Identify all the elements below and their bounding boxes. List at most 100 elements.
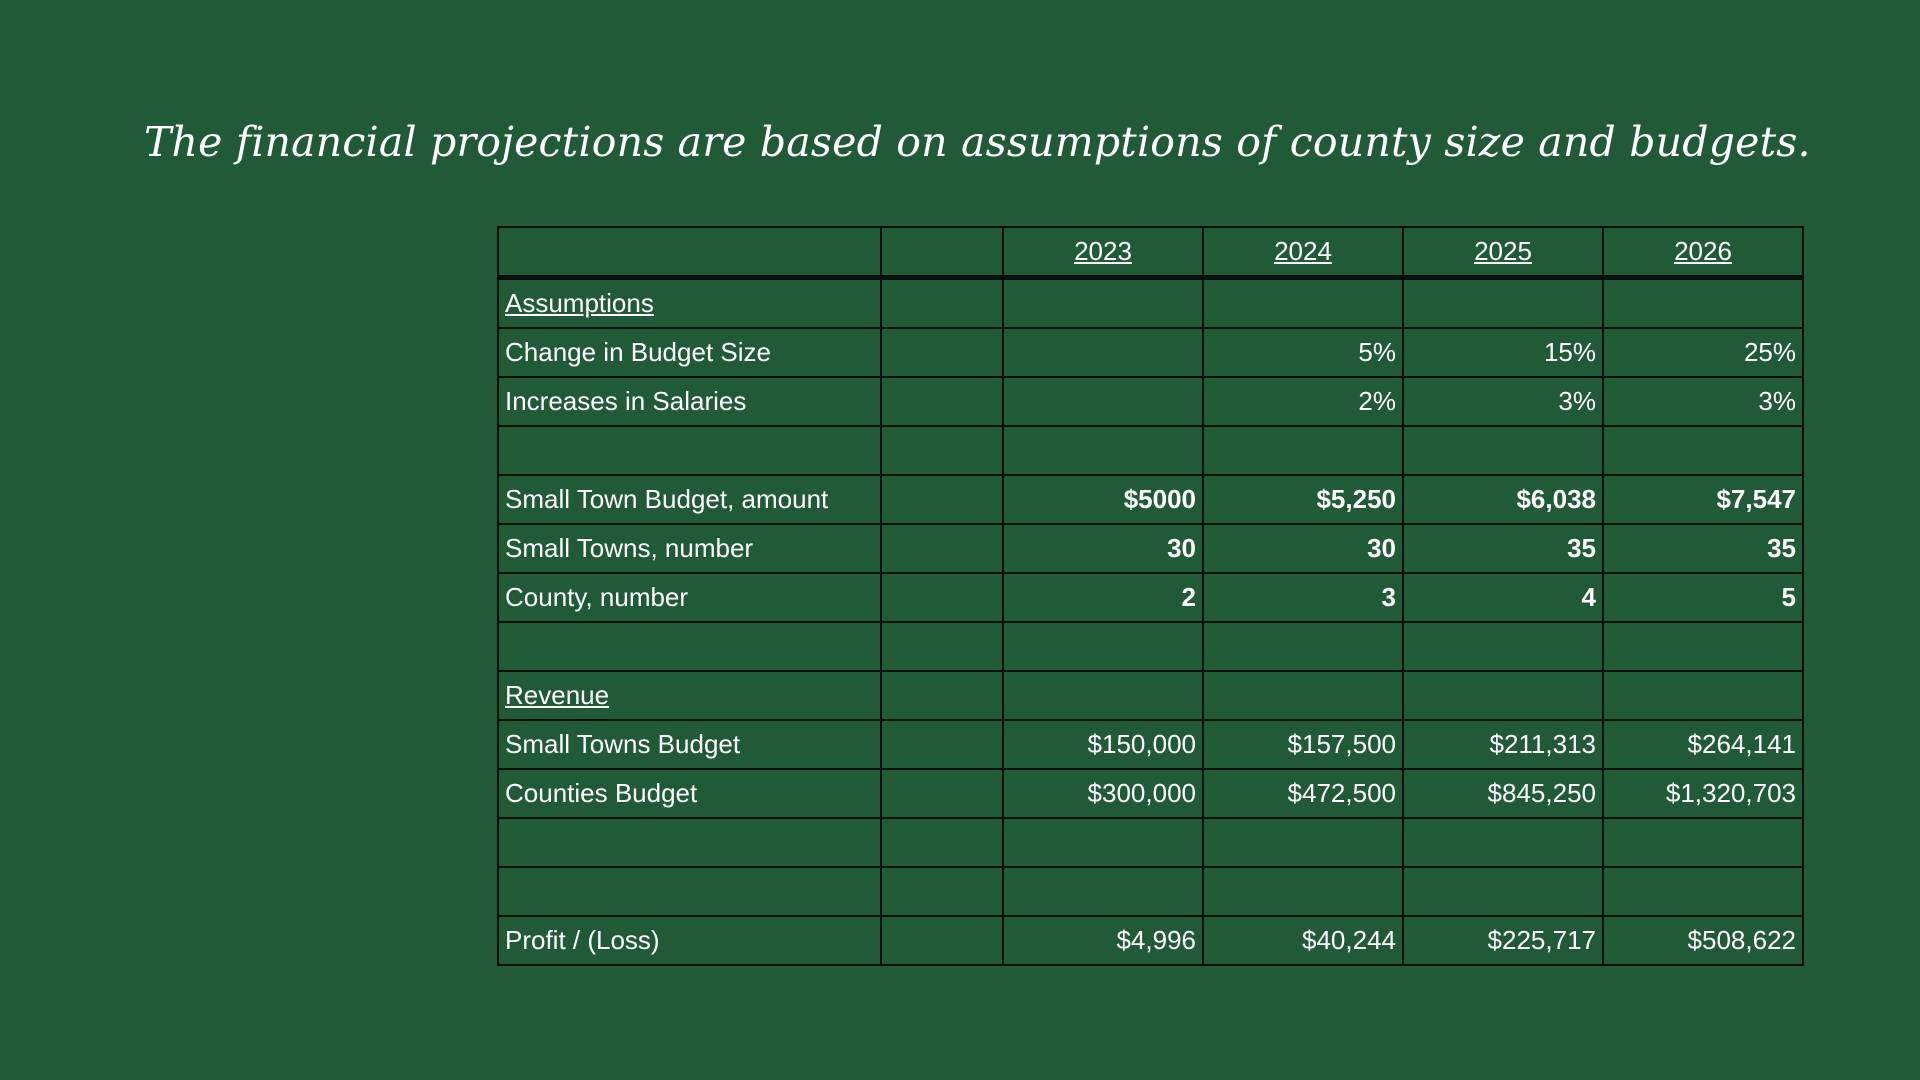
blank-cell — [880, 719, 1004, 770]
blank-cell — [880, 621, 1004, 672]
row-label: Profit / (Loss) — [497, 915, 882, 966]
row-label — [497, 425, 882, 476]
value-cell-2026: 3% — [1602, 376, 1804, 427]
value-cell-2024 — [1202, 866, 1404, 917]
value-cell-2023 — [1002, 670, 1204, 721]
value-cell-2023: 30 — [1002, 523, 1204, 574]
value-cell-2024 — [1202, 621, 1404, 672]
value-cell-2024 — [1202, 817, 1404, 868]
value-cell-2026: $1,320,703 — [1602, 768, 1804, 819]
year-header-2023: 2023 — [1002, 226, 1204, 280]
section-header-row: Assumptions — [497, 276, 1804, 329]
table-row: Counties Budget $300,000 $472,500 $845,250 $… — [497, 768, 1804, 819]
value-cell-2026: 35 — [1602, 523, 1804, 574]
value-cell-2024: $472,500 — [1202, 768, 1404, 819]
value-cell-2024: 2% — [1202, 376, 1404, 427]
row-label — [497, 621, 882, 672]
value-cell-2025 — [1402, 276, 1604, 329]
spacer-row — [497, 621, 1804, 672]
value-cell-2023 — [1002, 621, 1204, 672]
section-header-row: Revenue — [497, 670, 1804, 721]
value-cell-2026: 25% — [1602, 327, 1804, 378]
header-label-cell — [497, 226, 882, 280]
row-label: Counties Budget — [497, 768, 882, 819]
blank-cell — [880, 768, 1004, 819]
value-cell-2025 — [1402, 866, 1604, 917]
row-label: Small Towns Budget — [497, 719, 882, 770]
value-cell-2023 — [1002, 817, 1204, 868]
value-cell-2025: $211,313 — [1402, 719, 1604, 770]
year-header-2025: 2025 — [1402, 226, 1604, 280]
row-label — [497, 817, 882, 868]
blank-cell — [880, 915, 1004, 966]
value-cell-2026 — [1602, 817, 1804, 868]
spacer-row — [497, 817, 1804, 868]
value-cell-2025 — [1402, 817, 1604, 868]
value-cell-2026 — [1602, 276, 1804, 329]
value-cell-2023: $150,000 — [1002, 719, 1204, 770]
value-cell-2024 — [1202, 425, 1404, 476]
value-cell-2024 — [1202, 276, 1404, 329]
blank-cell — [880, 276, 1004, 329]
table-row: Change in Budget Size 5% 15% 25% — [497, 327, 1804, 378]
value-cell-2024: $5,250 — [1202, 474, 1404, 525]
year-header-row: 2023 2024 2025 2026 — [497, 226, 1804, 280]
value-cell-2025: 3% — [1402, 376, 1604, 427]
table-row: Profit / (Loss) $4,996 $40,244 $225,717 $508… — [497, 915, 1804, 966]
value-cell-2025: $225,717 — [1402, 915, 1604, 966]
value-cell-2026 — [1602, 670, 1804, 721]
blank-cell — [880, 327, 1004, 378]
financial-projections-table: 2023 2024 2025 2026 Assumptions Change in… — [497, 226, 1804, 966]
value-cell-2023 — [1002, 327, 1204, 378]
table-row: Small Towns, number 30 30 35 35 — [497, 523, 1804, 574]
header-blank-cell — [880, 226, 1004, 280]
value-cell-2025: 35 — [1402, 523, 1604, 574]
blank-cell — [880, 572, 1004, 623]
value-cell-2026: 5 — [1602, 572, 1804, 623]
value-cell-2025: $6,038 — [1402, 474, 1604, 525]
value-cell-2023: 2 — [1002, 572, 1204, 623]
table-row: Small Towns Budget $150,000 $157,500 $211,3… — [497, 719, 1804, 770]
value-cell-2024: 5% — [1202, 327, 1404, 378]
row-label: Change in Budget Size — [497, 327, 882, 378]
value-cell-2025: 4 — [1402, 572, 1604, 623]
row-label: County, number — [497, 572, 882, 623]
blank-cell — [880, 523, 1004, 574]
table-row: County, number 2 3 4 5 — [497, 572, 1804, 623]
section-label: Assumptions — [497, 276, 882, 329]
table-row: Increases in Salaries 2% 3% 3% — [497, 376, 1804, 427]
row-label — [497, 866, 882, 917]
row-label: Small Town Budget, amount — [497, 474, 882, 525]
value-cell-2026: $264,141 — [1602, 719, 1804, 770]
value-cell-2024: $40,244 — [1202, 915, 1404, 966]
table-body: 2023 2024 2025 2026 Assumptions Change in… — [497, 226, 1804, 966]
value-cell-2025 — [1402, 621, 1604, 672]
year-header-2024: 2024 — [1202, 226, 1404, 280]
year-header-2026: 2026 — [1602, 226, 1804, 280]
value-cell-2024: 3 — [1202, 572, 1404, 623]
spacer-row — [497, 425, 1804, 476]
value-cell-2024: 30 — [1202, 523, 1404, 574]
value-cell-2025 — [1402, 670, 1604, 721]
blank-cell — [880, 376, 1004, 427]
blank-cell — [880, 866, 1004, 917]
value-cell-2025 — [1402, 425, 1604, 476]
section-label: Revenue — [497, 670, 882, 721]
value-cell-2024: $157,500 — [1202, 719, 1404, 770]
spacer-row — [497, 866, 1804, 917]
value-cell-2025: $845,250 — [1402, 768, 1604, 819]
value-cell-2026 — [1602, 866, 1804, 917]
value-cell-2026 — [1602, 425, 1804, 476]
value-cell-2026 — [1602, 621, 1804, 672]
value-cell-2026: $508,622 — [1602, 915, 1804, 966]
slide-title: The financial projections are based on a… — [144, 118, 1811, 166]
value-cell-2023 — [1002, 276, 1204, 329]
blank-cell — [880, 474, 1004, 525]
row-label: Small Towns, number — [497, 523, 882, 574]
value-cell-2023 — [1002, 866, 1204, 917]
blank-cell — [880, 817, 1004, 868]
value-cell-2023: $4,996 — [1002, 915, 1204, 966]
value-cell-2026: $7,547 — [1602, 474, 1804, 525]
blank-cell — [880, 670, 1004, 721]
value-cell-2023: $300,000 — [1002, 768, 1204, 819]
